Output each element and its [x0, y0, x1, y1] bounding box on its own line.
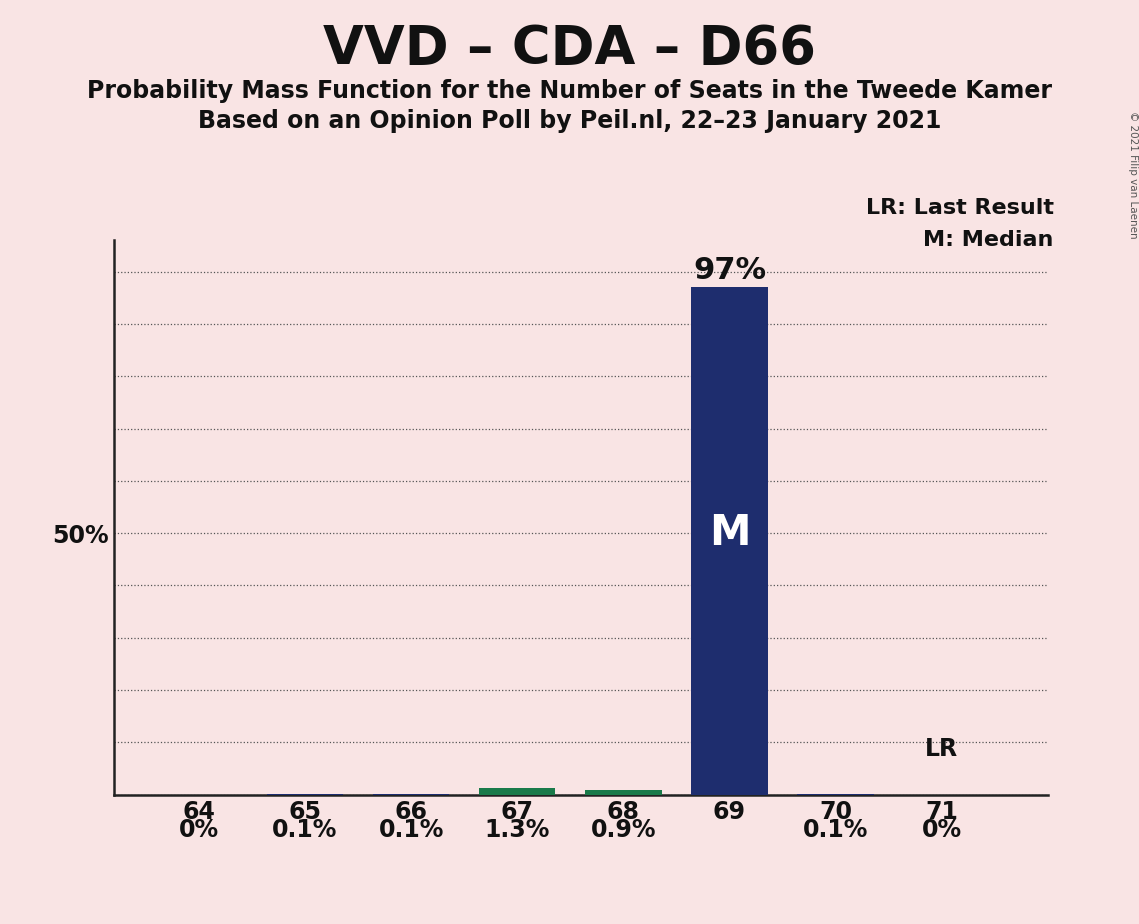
- Text: 1.3%: 1.3%: [484, 818, 550, 842]
- Bar: [691, 287, 768, 795]
- Bar: [480, 788, 556, 795]
- Text: 0%: 0%: [179, 818, 219, 842]
- Text: VVD – CDA – D66: VVD – CDA – D66: [323, 23, 816, 75]
- Bar: [585, 790, 662, 795]
- Text: LR: Last Result: LR: Last Result: [866, 198, 1054, 218]
- Text: Based on an Opinion Poll by Peil.nl, 22–23 January 2021: Based on an Opinion Poll by Peil.nl, 22–…: [198, 109, 941, 133]
- Text: © 2021 Filip van Laenen: © 2021 Filip van Laenen: [1129, 111, 1138, 238]
- Text: 0.1%: 0.1%: [803, 818, 868, 842]
- Text: 0.1%: 0.1%: [378, 818, 444, 842]
- Text: Probability Mass Function for the Number of Seats in the Tweede Kamer: Probability Mass Function for the Number…: [87, 79, 1052, 103]
- Text: LR: LR: [925, 736, 958, 760]
- Text: 0.9%: 0.9%: [591, 818, 656, 842]
- Text: M: M: [708, 512, 751, 554]
- Text: M: Median: M: Median: [924, 230, 1054, 250]
- Text: 0%: 0%: [921, 818, 961, 842]
- Text: 97%: 97%: [693, 256, 767, 285]
- Text: 0.1%: 0.1%: [272, 818, 337, 842]
